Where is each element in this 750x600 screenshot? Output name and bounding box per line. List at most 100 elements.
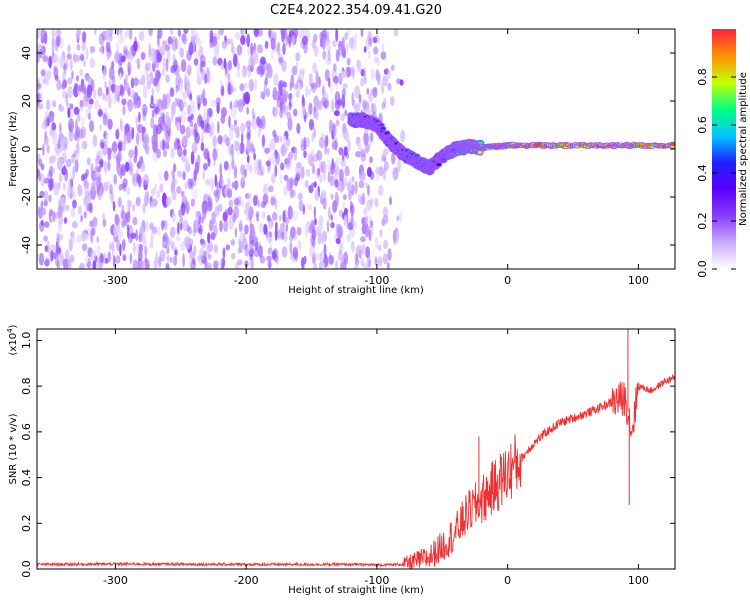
noise-blob <box>326 219 330 233</box>
noise-blob <box>381 43 385 54</box>
noise-blob <box>78 104 85 112</box>
noise-blob <box>121 164 126 176</box>
noise-blob <box>165 58 169 72</box>
noise-blob <box>62 137 67 145</box>
noise-blob <box>67 186 70 198</box>
noise-blob <box>335 49 340 62</box>
noise-blob <box>135 229 138 242</box>
noise-blob <box>337 223 342 237</box>
noise-blob <box>250 228 256 240</box>
noise-blob <box>271 211 278 221</box>
noise-blob <box>330 165 335 175</box>
noise-blob <box>144 62 149 76</box>
noise-blob <box>107 94 112 109</box>
noise-blob <box>116 159 120 173</box>
noise-blob <box>257 129 261 138</box>
noise-blob <box>331 40 337 48</box>
noise-blob <box>205 260 210 269</box>
noise-blob <box>116 29 120 36</box>
noise-blob <box>266 255 272 262</box>
noise-blob <box>180 190 185 198</box>
noise-blob <box>158 171 163 182</box>
noise-blob <box>219 220 223 232</box>
noise-blob <box>207 253 212 260</box>
noise-blob <box>94 166 98 173</box>
noise-blob <box>231 181 235 189</box>
noise-blob <box>193 29 198 39</box>
noise-blob <box>298 29 304 39</box>
noise-blob <box>149 242 154 249</box>
noise-blob <box>126 199 132 208</box>
noise-blob <box>135 196 141 207</box>
noise-blob <box>298 69 305 81</box>
noise-blob <box>380 51 387 60</box>
noise-blob <box>371 228 374 236</box>
y-tick-label: 0.8 <box>20 377 33 395</box>
y-tick-label: -20 <box>20 188 33 206</box>
x-tick-label: 100 <box>628 574 649 587</box>
noise-blob <box>199 224 203 235</box>
noise-blob <box>116 127 120 134</box>
noise-blob <box>321 86 325 96</box>
noise-blob <box>129 162 134 173</box>
noise-blob <box>97 149 103 161</box>
noise-blob <box>303 40 308 54</box>
noise-blob <box>182 219 189 232</box>
noise-blob <box>189 179 194 187</box>
noise-blob <box>103 252 107 265</box>
noise-blob <box>143 179 148 191</box>
noise-blob <box>357 193 363 204</box>
noise-blob <box>228 115 231 129</box>
noise-blob <box>289 233 293 243</box>
noise-blob <box>251 107 255 117</box>
noise-blob <box>355 151 362 158</box>
noise-blob <box>280 136 283 143</box>
trace-cell <box>478 141 484 145</box>
noise-blob <box>279 101 282 114</box>
snr-series-line <box>37 374 675 569</box>
colorbar-gradient <box>712 29 736 269</box>
noise-blob <box>172 163 177 173</box>
noise-blob <box>142 85 148 99</box>
noise-blob <box>338 97 343 106</box>
noise-blob <box>61 90 68 99</box>
noise-blob <box>150 116 155 129</box>
noise-blob <box>332 63 337 72</box>
noise-blob <box>344 129 350 143</box>
noise-blob <box>205 178 211 186</box>
noise-blob <box>203 108 207 117</box>
noise-blob <box>161 67 166 77</box>
noise-blob <box>283 174 289 181</box>
noise-blob <box>37 29 41 39</box>
noise-blob <box>81 140 88 150</box>
noise-blob <box>94 99 100 111</box>
noise-blob <box>399 79 404 86</box>
noise-blob <box>111 141 118 153</box>
noise-blob <box>227 206 233 216</box>
noise-blob <box>354 180 358 195</box>
noise-blob <box>332 200 338 213</box>
noise-blob <box>53 182 60 196</box>
noise-blob <box>135 132 140 146</box>
noise-blob <box>365 246 370 259</box>
noise-blob <box>350 211 354 225</box>
noise-blob <box>348 189 352 201</box>
noise-blob <box>313 181 317 188</box>
noise-blob <box>40 173 45 187</box>
noise-blob <box>253 165 259 175</box>
noise-blob <box>297 192 303 201</box>
noise-blob <box>190 105 197 113</box>
noise-blob <box>378 184 384 196</box>
noise-blob <box>375 56 380 67</box>
noise-blob <box>139 226 144 235</box>
noise-blob <box>286 111 292 121</box>
noise-blob <box>395 231 399 244</box>
noise-blob <box>191 141 198 154</box>
noise-blob <box>225 244 231 251</box>
noise-blob <box>283 135 287 146</box>
noise-blob <box>188 41 194 56</box>
noise-blob <box>238 99 243 107</box>
noise-blob <box>351 92 354 106</box>
noise-blob <box>39 190 45 198</box>
